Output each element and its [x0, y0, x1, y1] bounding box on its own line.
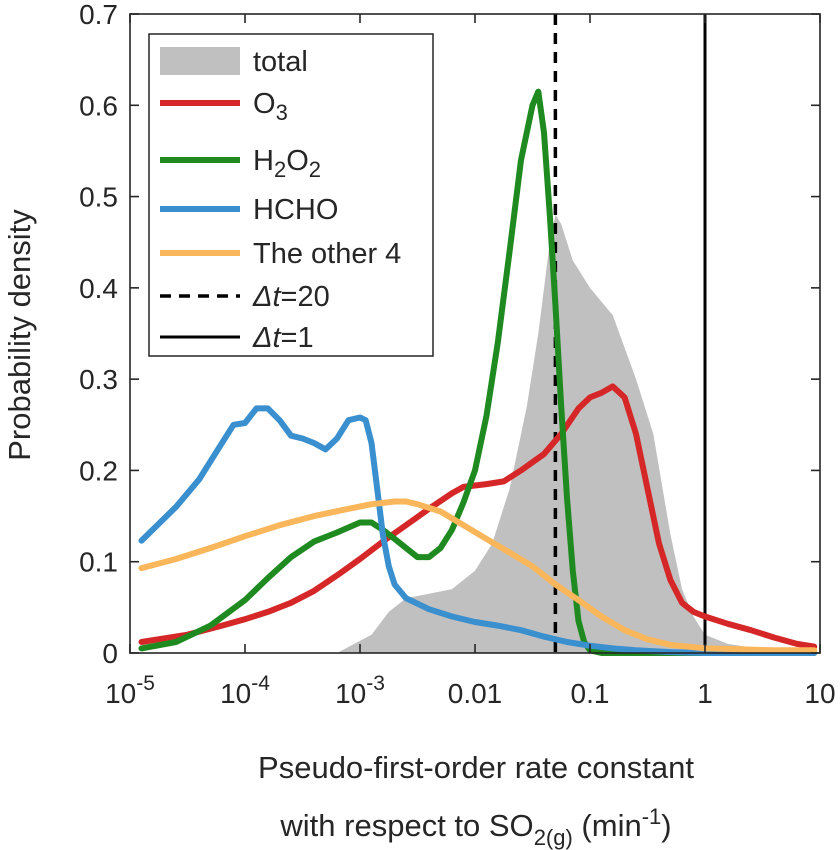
- x-tick-label: 0.1: [571, 678, 610, 709]
- y-tick-label: 0.6: [79, 90, 118, 121]
- reference-lines: [553, 14, 707, 653]
- x-axis-label-line1: Pseudo-first-order rate constant: [258, 750, 694, 785]
- legend-label-hcho: HCHO: [253, 194, 338, 226]
- x-tick-label: 10: [804, 678, 835, 709]
- y-tick-label: 0.1: [79, 547, 118, 578]
- x-label-middle: (min: [573, 808, 642, 843]
- legend-label-o3: O3: [253, 88, 288, 125]
- x-tick-label: 10-3: [335, 672, 385, 709]
- y-tick-label: 0.7: [79, 0, 118, 30]
- x-label-prefix: with respect to SO: [279, 808, 533, 843]
- legend: total O3 H2O2 HCHO The other 4 Δt=20 Δt=…: [148, 33, 434, 357]
- legend-label-total: total: [253, 46, 308, 78]
- legend-label-dt20: Δt=20: [252, 281, 330, 313]
- x-label-sub: 2(g): [534, 825, 573, 850]
- legend-label-dt1: Δt=1: [252, 322, 314, 354]
- y-tick-label: 0.5: [79, 182, 118, 213]
- x-tick-label: 10-4: [220, 672, 270, 709]
- y-tick-label: 0.3: [79, 364, 118, 395]
- x-axis-label-line2: with respect to SO2(g) (min-1): [279, 804, 671, 850]
- y-axis-label: Probability density: [2, 209, 37, 461]
- y-axis-label-text: Probability density: [2, 209, 37, 461]
- line-o3: [138, 383, 818, 650]
- x-label-sup: -1: [642, 804, 662, 829]
- x-tick-label: 10-5: [105, 672, 155, 709]
- y-tick-label: 0: [102, 638, 118, 669]
- area-total: [337, 214, 815, 654]
- y-tick-label: 0.2: [79, 455, 118, 486]
- area-layer: [337, 214, 815, 654]
- tick-labels: 10-5 10-4 10-3 0.01 0.1 1 10 0 0.1 0.2 0.3 0.4 0.5 0.…: [79, 0, 836, 709]
- legend-label-h2o2: H2O2: [253, 145, 321, 182]
- legend-swatch-total: [160, 47, 240, 75]
- line-other4: [138, 498, 818, 654]
- legend-box: [148, 33, 434, 357]
- axes: [129, 13, 821, 654]
- x-tick-label: 1: [697, 678, 713, 709]
- legend-label-other4: The other 4: [253, 238, 401, 270]
- y-tick-label: 0.4: [79, 273, 118, 304]
- x-tick-label: 0.01: [448, 678, 503, 709]
- x-label-suffix: ): [661, 808, 671, 843]
